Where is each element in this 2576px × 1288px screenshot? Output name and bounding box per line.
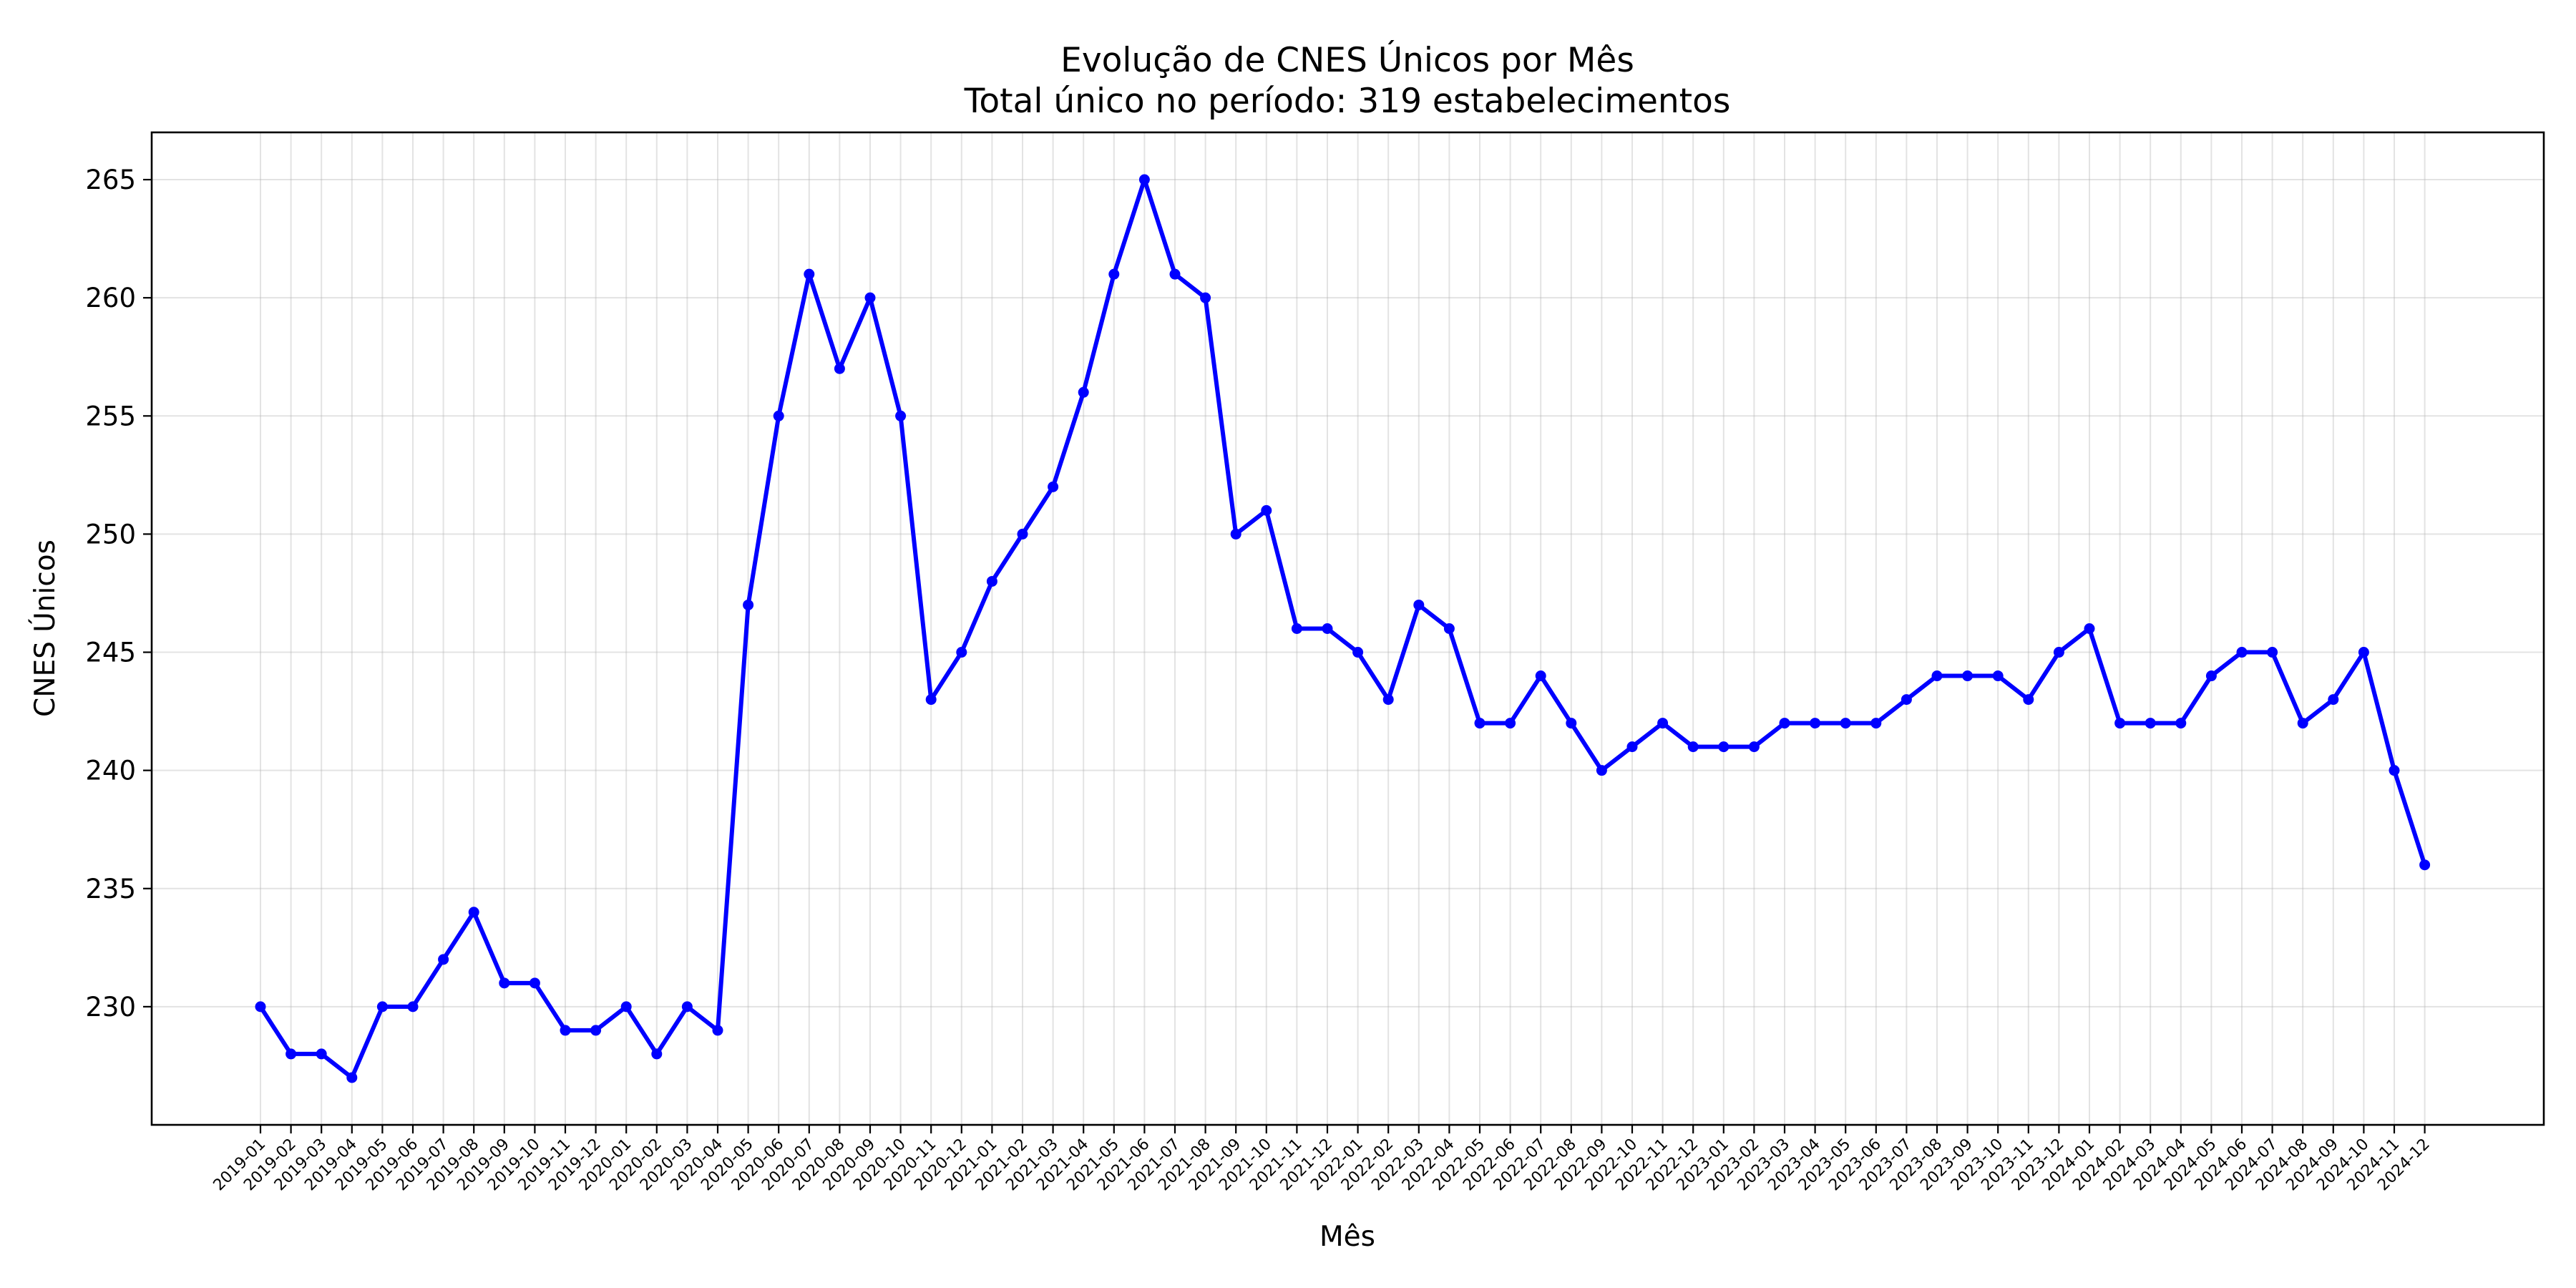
data-point — [773, 410, 784, 421]
data-point — [1200, 292, 1211, 303]
data-point — [712, 1025, 723, 1036]
data-point — [1626, 741, 1638, 753]
data-point — [1901, 694, 1912, 706]
data-point — [2053, 647, 2064, 658]
data-point — [1017, 528, 1028, 540]
y-tick-label: 260 — [85, 283, 136, 313]
data-point — [529, 977, 540, 989]
data-point — [1382, 694, 1394, 706]
data-point — [956, 647, 967, 658]
data-point — [2236, 647, 2248, 658]
data-point — [1413, 599, 1425, 610]
data-point — [2175, 718, 2187, 729]
data-point — [834, 363, 845, 374]
chart-title: Evolução de CNES Únicos por Mês — [1060, 41, 1634, 80]
data-point — [2114, 718, 2126, 729]
data-point — [316, 1048, 327, 1060]
data-point — [1505, 718, 1516, 729]
data-point — [2023, 694, 2034, 706]
data-point — [1230, 528, 1241, 540]
data-point — [1352, 647, 1364, 658]
y-tick-label: 255 — [85, 401, 136, 431]
y-tick-label: 235 — [85, 874, 136, 904]
series-line — [258, 177, 2427, 1080]
data-point — [438, 954, 449, 965]
data-point — [1962, 670, 1974, 682]
data-point — [1870, 718, 1882, 729]
data-point — [1535, 670, 1546, 682]
data-point — [2419, 859, 2431, 871]
data-point — [468, 907, 479, 918]
data-point — [560, 1025, 571, 1036]
data-point — [2389, 765, 2400, 776]
data-point — [255, 1001, 266, 1013]
data-series — [255, 174, 2431, 1083]
y-tick-label: 230 — [85, 992, 136, 1023]
data-point — [499, 977, 510, 989]
data-point — [2145, 718, 2156, 729]
data-point — [925, 694, 937, 706]
data-point — [1138, 174, 1150, 185]
y-tick-label: 245 — [85, 638, 136, 668]
data-point — [1108, 268, 1120, 280]
data-point — [804, 268, 815, 280]
data-point — [407, 1001, 419, 1013]
data-point — [895, 410, 907, 421]
data-point — [2297, 718, 2308, 729]
y-axis-label: CNES Únicos — [28, 540, 62, 717]
y-tick-label: 240 — [85, 756, 136, 786]
data-point — [2205, 670, 2217, 682]
data-point — [2084, 623, 2095, 634]
data-point — [1931, 670, 1943, 682]
data-point — [986, 575, 997, 587]
grid-lines — [152, 132, 2544, 1125]
data-point — [2358, 647, 2369, 658]
x-axis-label: Mês — [1319, 1221, 1375, 1253]
data-point — [1474, 718, 1485, 729]
y-tick-label: 250 — [85, 519, 136, 550]
data-point — [1779, 718, 1790, 729]
chart-subtitle: Total único no período: 319 estabelecime… — [964, 82, 1731, 121]
data-point — [1992, 670, 2004, 682]
data-point — [1687, 741, 1699, 753]
data-point — [620, 1001, 632, 1013]
data-point — [2328, 694, 2339, 706]
data-point — [1566, 718, 1577, 729]
y-axis-ticks: 230 235 240 245 250 255 260 265 — [85, 165, 152, 1023]
data-point — [681, 1001, 693, 1013]
data-point — [1048, 481, 1059, 492]
data-point — [2267, 647, 2278, 658]
data-point — [864, 292, 876, 303]
data-point — [590, 1025, 602, 1036]
data-point — [1748, 741, 1760, 753]
data-point — [1169, 268, 1181, 280]
data-point — [651, 1048, 663, 1060]
data-point — [1657, 718, 1669, 729]
data-point — [1443, 623, 1455, 634]
data-point — [1078, 386, 1089, 398]
data-point — [376, 1001, 388, 1013]
data-point — [346, 1072, 358, 1083]
data-point — [1810, 718, 1821, 729]
data-point — [1840, 718, 1851, 729]
data-point — [286, 1048, 297, 1060]
data-point — [743, 599, 754, 610]
data-point — [1718, 741, 1729, 753]
data-point — [1322, 623, 1333, 634]
data-point — [1596, 765, 1607, 776]
data-point — [1291, 623, 1302, 634]
plot-area-frame — [150, 131, 2545, 1126]
data-point — [1261, 504, 1272, 516]
y-tick-label: 265 — [85, 165, 136, 195]
